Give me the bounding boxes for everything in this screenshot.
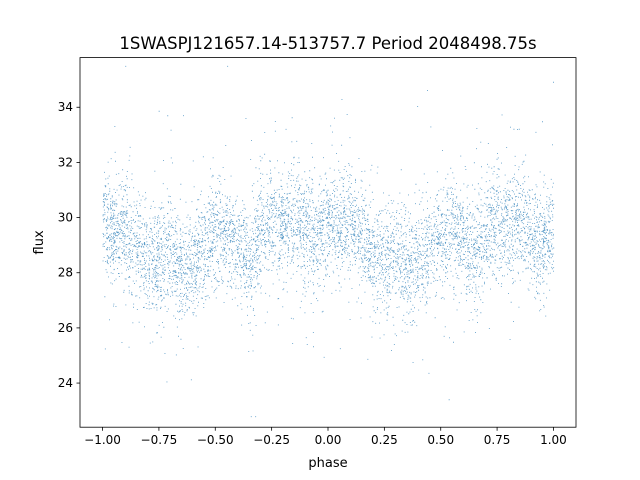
x-axis-label: phase bbox=[308, 456, 347, 471]
y-axis-label: flux bbox=[32, 230, 47, 254]
x-tick-label: 0.00 bbox=[315, 433, 342, 447]
y-tick-label: 24 bbox=[58, 376, 73, 390]
x-tick-label: −0.25 bbox=[253, 433, 290, 447]
y-tick-label: 30 bbox=[58, 211, 73, 225]
x-tick-label: 0.75 bbox=[484, 433, 511, 447]
y-tick-label: 32 bbox=[58, 155, 73, 169]
x-tick-label: −0.75 bbox=[141, 433, 178, 447]
y-axis-ticks: 24 26 28 30 32 34 bbox=[58, 100, 80, 390]
x-axis-ticks: −1.00 −0.75 −0.50 −0.25 0.00 0.25 0.50 0.75 1.00 bbox=[84, 427, 567, 447]
x-tick-label: 1.00 bbox=[540, 433, 567, 447]
chart-title: 1SWASPJ121657.14-513757.7 Period 2048498… bbox=[119, 34, 536, 53]
x-tick-label: −0.50 bbox=[197, 433, 234, 447]
y-tick-label: 28 bbox=[58, 266, 73, 280]
x-tick-label: 0.25 bbox=[371, 433, 398, 447]
x-tick-label: −1.00 bbox=[84, 433, 121, 447]
x-tick-label: 0.50 bbox=[427, 433, 454, 447]
y-tick-label: 34 bbox=[58, 100, 73, 114]
y-tick-label: 26 bbox=[58, 321, 73, 335]
